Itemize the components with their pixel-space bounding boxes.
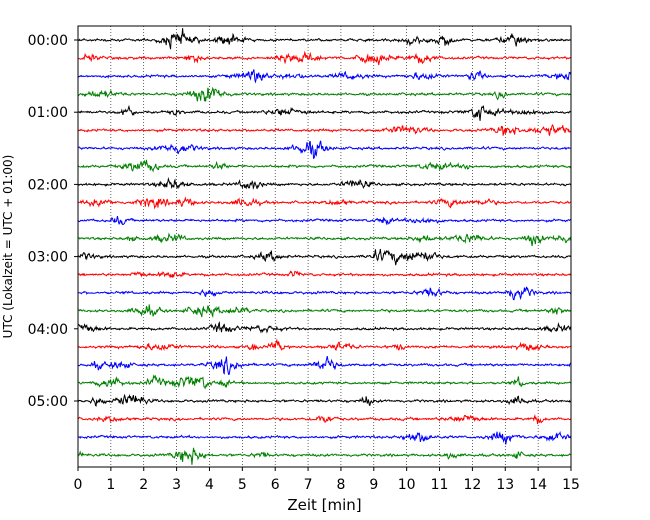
trace-line (77, 430, 572, 445)
y-tick-label: 04:00 (28, 322, 68, 338)
x-tick-label: 9 (369, 477, 378, 493)
trace-line (77, 248, 572, 266)
trace-line (77, 355, 572, 375)
trace-line (77, 28, 572, 50)
x-axis-label: Zeit [min] (287, 496, 361, 514)
x-tick-label: 7 (304, 477, 313, 493)
trace-line (77, 140, 572, 160)
trace-line (77, 104, 572, 121)
x-tick-label: 0 (74, 477, 83, 493)
trace-line (77, 393, 572, 407)
traces-layer (77, 28, 572, 465)
x-tick-label: 15 (562, 477, 580, 493)
y-tick-label: 02:00 (28, 177, 68, 193)
x-tick-label: 4 (205, 477, 214, 493)
trace-line (77, 414, 572, 425)
x-tick-label: 14 (529, 477, 547, 493)
trace-line (77, 69, 572, 84)
trace-line (77, 447, 572, 465)
trace-line (77, 321, 572, 334)
x-tick-label: 13 (496, 477, 514, 493)
x-tick-label: 1 (106, 477, 115, 493)
trace-line (77, 232, 572, 247)
trace-line (77, 124, 572, 137)
trace-line (77, 286, 572, 301)
trace-line (77, 216, 572, 226)
x-tick-label: 5 (238, 477, 247, 493)
x-tick-label: 6 (271, 477, 280, 493)
y-axis: 00:00 01:00 02:00 03:00 04:00 05:00 (28, 33, 78, 410)
trace-line (77, 304, 572, 319)
x-tick-label: 12 (463, 477, 481, 493)
x-axis: 0 1 2 3 4 5 6 7 8 9 10 11 12 13 14 15 (74, 467, 580, 493)
y-tick-label: 00:00 (28, 33, 68, 49)
y-tick-label: 01:00 (28, 105, 68, 121)
y-axis-label: UTC (Lokalzeit = UTC + 01:00) (1, 155, 15, 339)
trace-line (77, 159, 572, 173)
plot-frame (77, 25, 572, 468)
x-tick-label: 3 (172, 477, 181, 493)
x-tick-label: 8 (336, 477, 345, 493)
x-tick-label: 11 (431, 477, 449, 493)
x-tick-label: 10 (398, 477, 416, 493)
trace-line (77, 86, 572, 102)
trace-line (77, 270, 572, 279)
trace-line (77, 50, 572, 66)
y-tick-label: 03:00 (28, 250, 68, 266)
trace-line (77, 176, 572, 191)
trace-line (77, 196, 572, 210)
x-tick-label: 2 (139, 477, 148, 493)
y-tick-label: 05:00 (28, 394, 68, 410)
trace-line (77, 338, 572, 352)
trace-line (77, 374, 572, 390)
